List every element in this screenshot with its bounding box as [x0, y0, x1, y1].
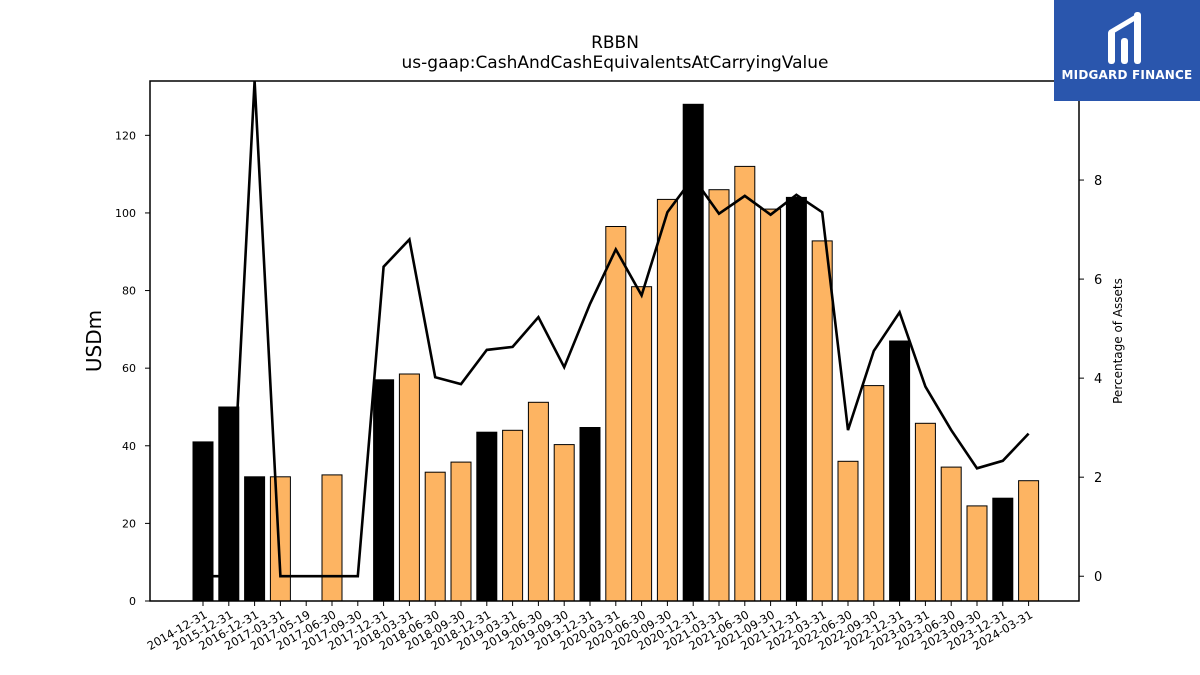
y-tick-label-120: 120: [115, 129, 136, 142]
bar-2023-09-30: [966, 505, 988, 602]
bar-2022-06-30: [837, 460, 859, 602]
bar-2018-12-31: [476, 431, 498, 602]
bar-2019-03-31: [502, 429, 524, 602]
bar-2019-09-30: [553, 444, 575, 602]
bar-2018-09-30: [450, 461, 472, 602]
y-tick-label-40: 40: [122, 440, 136, 453]
logo-text: MIDGARD FINANCE: [1061, 68, 1193, 82]
y-tick-label-0: 0: [129, 595, 136, 608]
bar-2022-12-31: [889, 340, 911, 602]
bar-2016-12-31: [244, 476, 266, 602]
chart-title: RBBN: [591, 33, 639, 53]
bar-2018-06-30: [424, 471, 446, 602]
y-tick-label-20: 20: [122, 517, 136, 530]
x-axis-ticks: 2014-12-312015-12-312016-12-312017-03-31…: [145, 601, 1035, 653]
y2-tick-label-8: 8: [1094, 174, 1102, 189]
bar-2017-03-31: [269, 476, 291, 602]
bar-2022-03-31: [811, 240, 833, 602]
bar-2024-03-31: [1018, 480, 1040, 602]
chart-subtitle: us-gaap:CashAndCashEquivalentsAtCarrying…: [402, 53, 829, 73]
bar-2021-06-30: [734, 165, 756, 602]
y-tick-label-100: 100: [115, 207, 136, 220]
bar-2019-12-31: [579, 427, 601, 602]
bar-2021-12-31: [785, 196, 807, 602]
line-group: [203, 81, 1030, 578]
bar-2023-03-31: [914, 422, 936, 602]
y-tick-label-80: 80: [122, 285, 136, 298]
bar-2017-06-30: [321, 474, 343, 602]
right-axis-ticks: 0 2 4 6 8: [1079, 174, 1102, 585]
y2-tick-label-4: 4: [1094, 372, 1102, 387]
y2-tick-label-2: 2: [1094, 471, 1102, 486]
plot-frame: [149, 80, 1080, 602]
bar-2020-06-30: [631, 286, 653, 602]
bar-2019-06-30: [527, 401, 549, 602]
bar-2021-03-31: [708, 189, 730, 602]
bar-2023-12-31: [992, 497, 1014, 602]
bar-2018-03-31: [398, 373, 420, 602]
bar-2023-06-30: [940, 466, 962, 602]
logo: MIDGARD FINANCE: [1054, 0, 1200, 101]
bar-2017-12-31: [373, 379, 395, 602]
y-axis-label: USDm: [82, 310, 106, 372]
logo-mark-icon: [1108, 12, 1141, 64]
percentage-line: [203, 81, 1030, 578]
bar-2022-09-30: [863, 385, 885, 602]
y2-tick-label-6: 6: [1094, 273, 1102, 288]
left-axis-ticks: 0 20 40 60 80 100 120: [115, 129, 150, 608]
y-tick-label-60: 60: [122, 362, 136, 375]
y2-axis-label: Percentage of Assets: [1111, 278, 1125, 404]
bars-group: [192, 103, 1040, 602]
bar-2020-09-30: [656, 198, 678, 602]
bar-2021-09-30: [760, 208, 782, 602]
bar-2020-03-31: [605, 226, 627, 602]
y2-tick-label-0: 0: [1094, 570, 1102, 585]
